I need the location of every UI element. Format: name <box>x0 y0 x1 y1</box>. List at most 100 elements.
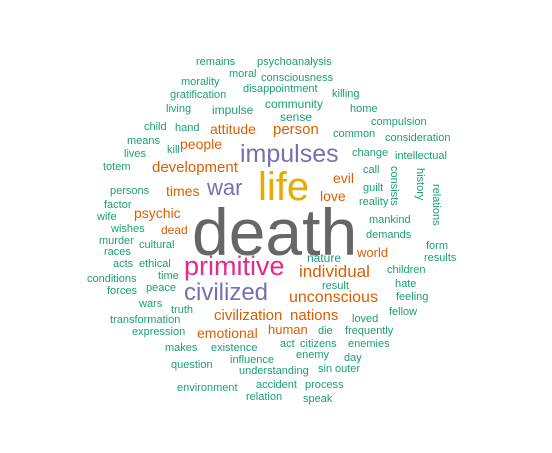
word: evil <box>333 170 355 186</box>
word: lives <box>124 148 147 160</box>
word: emotional <box>197 325 258 341</box>
word: fellow <box>389 306 418 318</box>
word: process <box>305 379 344 391</box>
word: results <box>424 252 457 264</box>
word: child <box>144 121 167 133</box>
word: human <box>268 322 308 337</box>
word: enemies <box>348 338 390 350</box>
word: influence <box>230 354 275 366</box>
word: love <box>320 188 346 204</box>
word: community <box>265 97 324 111</box>
word: ethical <box>139 258 171 270</box>
word: call <box>363 164 380 176</box>
word: intellectual <box>395 150 447 162</box>
word: speak <box>303 393 333 405</box>
word-vertical: relations <box>430 184 442 226</box>
word: common <box>333 128 376 140</box>
word-vertical: history <box>414 168 426 201</box>
word: outer <box>335 363 361 375</box>
word: wars <box>139 298 163 310</box>
word: morality <box>181 76 220 88</box>
word: kill <box>167 144 180 156</box>
word: psychoanalysis <box>257 56 332 68</box>
word: environment <box>177 382 238 394</box>
word: mankind <box>369 214 411 226</box>
word: citizens <box>300 338 337 350</box>
word: disappointment <box>243 83 318 95</box>
word: guilt <box>363 182 384 194</box>
word: life <box>258 165 310 209</box>
word: accident <box>256 379 297 391</box>
word: factor <box>104 199 132 211</box>
word: individual <box>299 262 370 281</box>
word: means <box>127 135 161 147</box>
word: demands <box>366 229 412 241</box>
word: consideration <box>385 132 451 144</box>
word: frequently <box>345 325 394 337</box>
word: question <box>171 359 213 371</box>
word: dead <box>161 223 188 237</box>
word: attitude <box>210 121 256 137</box>
word: forces <box>107 285 137 297</box>
word: die <box>318 325 333 337</box>
word: wishes <box>111 223 145 235</box>
word: nations <box>290 307 339 324</box>
word: sense <box>280 110 313 124</box>
word: impulses <box>240 140 339 168</box>
word: totem <box>103 161 131 173</box>
word: understanding <box>239 365 309 377</box>
word: gratification <box>170 89 227 101</box>
word: world <box>357 245 389 260</box>
word: transformation <box>110 314 181 326</box>
word: home <box>350 103 378 115</box>
word: impulse <box>212 103 254 117</box>
word: living <box>166 103 192 115</box>
word: compulsion <box>371 116 427 128</box>
word: consciousness <box>261 72 334 84</box>
word: result <box>322 280 349 292</box>
word: relation <box>246 391 283 403</box>
word: death <box>192 195 358 269</box>
word: children <box>387 264 426 276</box>
word: acts <box>113 258 134 270</box>
word: primitive <box>184 251 285 281</box>
word: unconscious <box>289 289 378 306</box>
word: hand <box>175 122 200 134</box>
word: form <box>426 240 448 252</box>
word: existence <box>211 342 258 354</box>
word: makes <box>165 342 198 354</box>
word: war <box>207 175 243 200</box>
word: cultural <box>139 239 175 251</box>
word: person <box>273 121 319 138</box>
word: reality <box>359 196 389 208</box>
word: development <box>152 159 238 176</box>
word: change <box>352 147 389 159</box>
word: times <box>166 183 200 199</box>
word: murder <box>99 235 134 247</box>
word: civilized <box>184 279 269 306</box>
word: psychic <box>134 205 181 221</box>
word: nature <box>307 251 342 265</box>
word: enemy <box>296 349 330 361</box>
word: killing <box>332 88 360 100</box>
word: loved <box>352 313 379 325</box>
word-vertical: consists <box>388 166 400 206</box>
word: races <box>104 246 131 258</box>
word: people <box>180 136 223 152</box>
word: wife <box>97 211 117 223</box>
word: moral <box>229 68 257 80</box>
word: time <box>158 270 179 282</box>
word: expression <box>132 326 186 338</box>
word: peace <box>146 282 176 294</box>
word: civilization <box>214 307 283 324</box>
word: sin <box>318 363 333 375</box>
word: persons <box>110 185 150 197</box>
word: remains <box>196 56 236 68</box>
word: hate <box>395 278 417 290</box>
word: feeling <box>396 291 429 303</box>
word: act <box>280 338 295 350</box>
word: day <box>344 352 362 364</box>
word: truth <box>171 304 194 316</box>
word: conditions <box>87 273 137 285</box>
